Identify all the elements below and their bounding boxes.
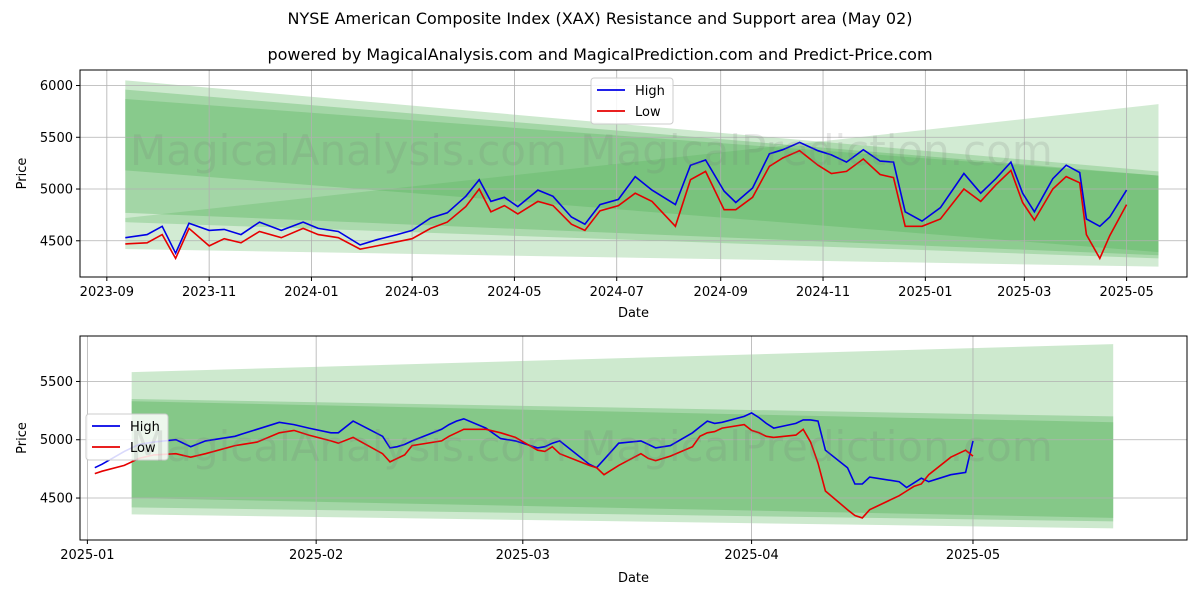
x-tick-label: 2024-11 (796, 285, 850, 300)
y-tick-label: 6000 (40, 79, 73, 94)
y-tick-label: 5000 (40, 433, 73, 448)
plot-frame (79, 69, 1188, 278)
x-tick-label: 2024-09 (694, 285, 748, 300)
y-axis-label: Price (15, 422, 30, 454)
y-tick-label: 5500 (40, 375, 73, 390)
x-axis-label: Date (618, 306, 649, 321)
plot-frame (79, 335, 1188, 541)
x-tick-label: 2025-03 (496, 548, 550, 563)
y-tick-label: 5000 (40, 183, 73, 198)
x-tick-label: 2024-05 (487, 285, 541, 300)
legend-label-low: Low (635, 105, 661, 120)
x-tick-label: 2024-03 (385, 285, 439, 300)
series-line-low (125, 149, 1128, 261)
x-tick-label: 2025-05 (946, 548, 1000, 563)
support-resistance-band (131, 398, 1114, 522)
support-resistance-band (131, 344, 1114, 529)
x-tick-label: 2023-09 (80, 285, 134, 300)
x-tick-label: 2024-07 (590, 285, 644, 300)
x-tick-label: 2025-03 (997, 285, 1051, 300)
legend: High Low (590, 77, 674, 125)
legend-label-low: Low (130, 441, 156, 456)
support-resistance-band (125, 89, 1159, 256)
x-tick-label: 2025-01 (898, 285, 952, 300)
x-tick-label: 2025-04 (724, 548, 778, 563)
support-resistance-band (131, 401, 1114, 518)
x-tick-label: 2025-01 (60, 548, 114, 563)
y-tick-label: 5500 (40, 131, 73, 146)
series-line-low (94, 423, 974, 519)
chart-panel-1: 2023-09 2023-11 2024-01 2024-03 2024-05 2024-… (15, 69, 1188, 321)
support-resistance-band (125, 80, 1159, 259)
legend-label-high: High (635, 84, 665, 99)
chart-title: NYSE American Composite Index (XAX) Resi… (287, 9, 913, 28)
series-line-high (125, 141, 1128, 256)
y-tick-label: 4500 (40, 492, 73, 507)
x-tick-label: 2023-11 (182, 285, 236, 300)
legend: High Low (85, 413, 169, 461)
x-axis-label: Date (618, 571, 649, 586)
y-tick-label: 4500 (40, 234, 73, 249)
legend-label-high: High (130, 420, 160, 435)
x-tick-label: 2025-02 (289, 548, 343, 563)
chart-subtitle: powered by MagicalAnalysis.com and Magic… (267, 45, 933, 64)
chart-panel-2: 2025-01 2025-02 2025-03 2025-04 2025-05 4500 5… (15, 335, 1188, 586)
x-tick-label: 2025-05 (1099, 285, 1153, 300)
x-tick-label: 2024-01 (284, 285, 338, 300)
support-resistance-band (125, 104, 1159, 267)
y-axis-label: Price (15, 158, 30, 190)
